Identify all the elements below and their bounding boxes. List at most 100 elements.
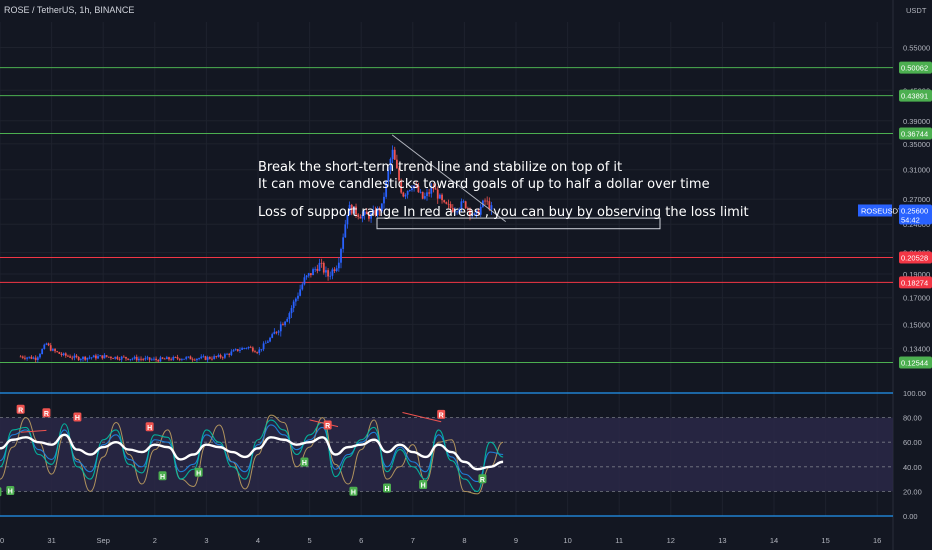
candle-body (41, 349, 44, 355)
divergence-line (20, 429, 47, 433)
price-tick-label: 0.17000 (903, 294, 930, 303)
candle-body (79, 359, 82, 361)
oscillator-tick-label: 100.00 (903, 389, 926, 398)
badge-box (0, 487, 2, 497)
candle-body (137, 358, 140, 361)
badge-box (16, 404, 25, 414)
time-tick-label: 30 (0, 536, 4, 545)
time-tick-label: 16 (873, 536, 881, 545)
candle-body (157, 359, 160, 362)
annotation-line-2: It can move candlesticks toward goals of… (258, 177, 710, 192)
candle-body (441, 194, 443, 201)
candle-body (189, 356, 192, 360)
candle-body (486, 200, 489, 202)
bullish-signal-badge: R (478, 474, 487, 484)
oscillator-pane[interactable]: RRHHRRHHHHHHHHR (0, 392, 893, 517)
price-tick-label: 0.39000 (903, 117, 930, 126)
time-tick-label: 9 (514, 536, 518, 545)
support-box[interactable] (376, 217, 661, 230)
candle-body (365, 211, 368, 215)
candle-body (58, 352, 61, 354)
candle-body (226, 353, 228, 355)
candle-body (417, 186, 420, 193)
candle-body (103, 355, 106, 359)
trend-line[interactable] (391, 134, 506, 222)
candle-body (247, 346, 250, 349)
bearish-signal-badge: H (145, 422, 154, 432)
badge-box (194, 467, 203, 477)
candle-body (430, 187, 433, 194)
oscillator-tick-label: 60.00 (903, 438, 922, 447)
candle-body (299, 289, 302, 296)
candle-body (24, 357, 26, 359)
candle-body (346, 214, 349, 225)
candlesticks[interactable] (19, 145, 493, 363)
candle-body (159, 357, 162, 362)
candle-body (90, 357, 93, 359)
price-tick-label: 0.15000 (903, 320, 930, 329)
candle-body (73, 355, 76, 359)
candle-body (445, 202, 448, 204)
candle-body (49, 345, 52, 351)
candle-body (348, 204, 351, 215)
bullish-signal-badge: H (0, 487, 2, 497)
candle-body (385, 181, 388, 197)
badge-box (437, 409, 446, 419)
candle-body (454, 211, 456, 213)
price-tick-label: 0.24000 (903, 220, 930, 229)
horizontal-levels[interactable] (0, 67, 893, 363)
price-tick-label: 0.31000 (903, 166, 930, 175)
symbol-tag-label: ROSEUSDT (861, 206, 903, 215)
badge-text: H (384, 486, 389, 493)
level-price-label: 0.43891 (901, 92, 928, 101)
candle-body (421, 191, 424, 199)
candle-body (329, 275, 332, 277)
candle-body (77, 356, 80, 361)
time-tick-label: 2 (153, 536, 157, 545)
candle-body (361, 214, 364, 219)
drawings[interactable] (376, 134, 661, 230)
candle-body (432, 187, 435, 189)
candle-body (183, 358, 185, 360)
candle-body (344, 224, 347, 238)
time-tick-label: 15 (821, 536, 829, 545)
oscillator-band (0, 417, 893, 492)
divergence-line (402, 412, 442, 423)
badge-text: H (147, 425, 152, 432)
price-axis[interactable]: 0.550000.450000.390000.350000.310000.270… (858, 44, 932, 521)
price-tick-label: 0.27000 (903, 195, 930, 204)
candle-body (389, 159, 392, 170)
candle-body (202, 356, 205, 358)
candle-body (411, 188, 413, 190)
badge-box (323, 420, 332, 430)
oscillator-tick-label: 0.00 (903, 512, 918, 521)
candle-body (122, 356, 125, 358)
level-price-label: 0.36744 (901, 129, 928, 138)
candle-body (406, 190, 409, 195)
badge-text: R (480, 477, 485, 484)
candle-body (163, 358, 166, 360)
candle-body (114, 356, 117, 359)
candle-body (198, 358, 200, 360)
candle-body (264, 342, 267, 344)
candle-body (275, 331, 278, 333)
candle-body (219, 355, 222, 358)
candle-body (56, 351, 59, 353)
candle-body (303, 277, 306, 285)
candle-body (82, 356, 84, 360)
candle-body (245, 348, 248, 349)
candle-body (449, 204, 452, 208)
candle-body (372, 210, 375, 214)
candle-body (290, 308, 293, 314)
time-axis[interactable]: 30 31 Sep 2 3 4 5 6 7 8 9 10 11 12 13 14 15 16 (0, 536, 881, 545)
candle-body (71, 357, 74, 359)
oscillator-tick-label: 20.00 (903, 487, 922, 496)
candle-body (178, 358, 181, 360)
candle-body (168, 357, 170, 360)
badge-text: R (44, 411, 49, 418)
candle-body (146, 357, 149, 359)
candle-body (34, 357, 37, 360)
price-tick-label: 0.35000 (903, 140, 930, 149)
candle-body (223, 354, 226, 358)
